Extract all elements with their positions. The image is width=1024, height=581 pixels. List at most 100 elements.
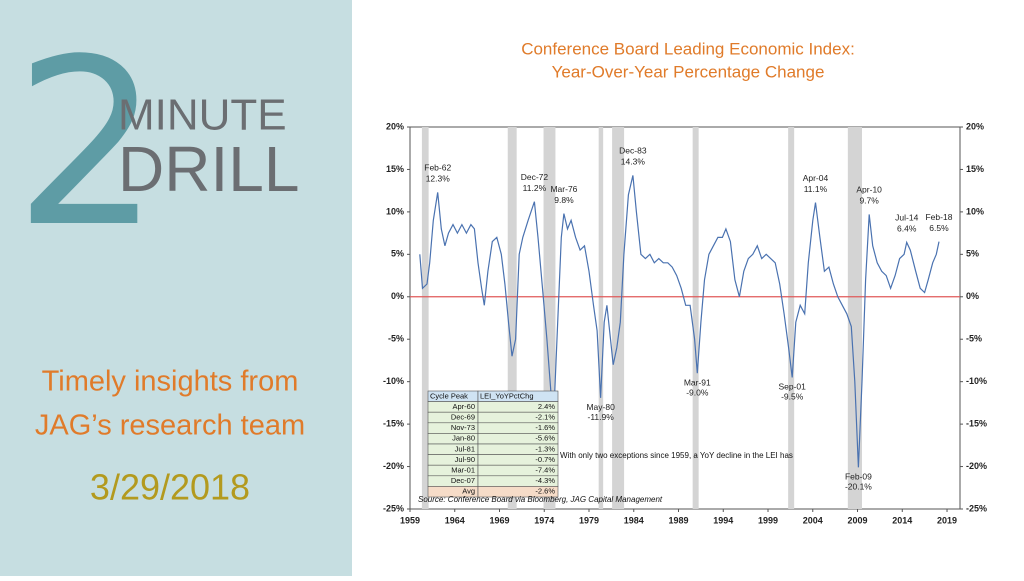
- chart-note: With only two exceptions since 1959, a Y…: [560, 451, 793, 460]
- annotation-label: Feb-18: [925, 212, 952, 222]
- x-tick-label: 1989: [668, 515, 688, 525]
- table-cell-text: 2.4%: [538, 402, 555, 411]
- x-tick-label: 1999: [758, 515, 778, 525]
- chart-source: Source: Conference Board via Bloomberg, …: [418, 495, 663, 504]
- y2-tick-label: -20%: [966, 461, 987, 471]
- annotation-value: 12.3%: [426, 174, 451, 184]
- x-tick-label: 2019: [937, 515, 957, 525]
- annotation-value: 6.5%: [929, 223, 949, 233]
- annotation-label: Dec-83: [619, 146, 647, 156]
- y-tick-label: 0%: [391, 291, 404, 301]
- y-tick-label: 15%: [386, 164, 404, 174]
- annotation-label: Apr-04: [803, 173, 829, 183]
- chart-title: Year-Over-Year Percentage Change: [552, 62, 825, 81]
- recession-band: [788, 127, 795, 509]
- x-tick-label: 1979: [579, 515, 599, 525]
- left-panel: [0, 0, 352, 576]
- y2-tick-label: -5%: [966, 334, 982, 344]
- annotation-value: -20.1%: [845, 482, 872, 492]
- table-cell-text: -0.7%: [535, 455, 555, 464]
- table-cell-text: Avg: [462, 487, 475, 496]
- y2-tick-label: 5%: [966, 249, 979, 259]
- table-header: Cycle Peak: [430, 391, 468, 400]
- table-cell-text: Dec-07: [451, 476, 475, 485]
- table-cell-text: Jul-90: [455, 455, 475, 464]
- table-cell-text: Jul-81: [455, 444, 475, 453]
- annotation-label: Dec-72: [521, 172, 549, 182]
- table-cell-text: -2.1%: [535, 412, 555, 421]
- y2-tick-label: 0%: [966, 291, 979, 301]
- y2-tick-label: -10%: [966, 376, 987, 386]
- x-tick-label: 1969: [489, 515, 509, 525]
- y-tick-label: -5%: [388, 334, 404, 344]
- table-cell-text: -2.6%: [535, 487, 555, 496]
- annotation-label: Mar-91: [684, 377, 711, 387]
- y-tick-label: 5%: [391, 249, 404, 259]
- y-tick-label: -10%: [383, 376, 404, 386]
- annotation-value: 11.2%: [523, 183, 547, 193]
- table-cell-text: -7.4%: [535, 465, 555, 474]
- y-tick-label: 20%: [386, 121, 404, 131]
- annotation-label: Feb-62: [424, 163, 451, 173]
- word-minute: MINUTE: [118, 91, 287, 140]
- word-drill: DRILL: [118, 133, 299, 205]
- annotation-value: 14.3%: [621, 157, 646, 167]
- table-cell-text: -5.6%: [535, 434, 555, 443]
- annotation-value: -11.9%: [587, 412, 614, 422]
- tagline: JAG’s research team: [35, 410, 305, 442]
- annotation-value: 9.8%: [554, 195, 574, 205]
- table-cell-text: -4.3%: [535, 476, 555, 485]
- x-tick-label: 1964: [445, 515, 465, 525]
- annotation-label: Feb-09: [845, 472, 872, 482]
- table-cell-text: Jan-80: [452, 434, 475, 443]
- x-tick-label: 1994: [713, 515, 733, 525]
- chart: 20% 15% 10% 5% 0% -5% -10% -15% -20% -25% 20% 15% 10…: [383, 121, 987, 525]
- table-cell-text: Nov-73: [451, 423, 475, 432]
- recession-band: [421, 127, 429, 509]
- recession-band: [612, 127, 625, 509]
- x-tick-label: 2004: [803, 515, 823, 525]
- table-cell: [477, 486, 559, 498]
- y-tick-label: -20%: [383, 461, 404, 471]
- date: 3/29/2018: [90, 467, 250, 508]
- table-cell-text: Apr-60: [452, 402, 475, 411]
- x-tick-label: 1974: [534, 515, 554, 525]
- y2-tick-label: 20%: [966, 121, 984, 131]
- table-cell-text: Mar-01: [451, 465, 475, 474]
- annotation-label: Apr-10: [856, 185, 882, 195]
- y2-tick-label: 10%: [966, 206, 984, 216]
- chart-title: Conference Board Leading Economic Index:: [521, 39, 855, 58]
- annotation-label: Sep-01: [778, 382, 806, 392]
- x-tick-label: 2014: [892, 515, 912, 525]
- x-tick-label: 1984: [624, 515, 644, 525]
- table-header: LEI_YoYPctChg: [480, 391, 534, 400]
- annotation-label: Mar-76: [550, 184, 577, 194]
- recession-band: [598, 127, 604, 509]
- annotation-value: -9.0%: [686, 387, 709, 397]
- recession-band: [507, 127, 517, 509]
- y-tick-label: 10%: [386, 206, 404, 216]
- x-tick-label: 2009: [848, 515, 868, 525]
- y-tick-label: -25%: [383, 503, 404, 513]
- big-number: 2: [14, 11, 160, 278]
- annotation-value: -9.5%: [781, 392, 804, 402]
- y2-tick-label: -15%: [966, 418, 987, 428]
- annotation-value: 11.1%: [804, 184, 828, 194]
- annotation-label: Jul-14: [895, 213, 918, 223]
- recession-band: [692, 127, 699, 509]
- x-tick-label: 1959: [400, 515, 420, 525]
- recession-band: [543, 127, 556, 509]
- table-cell-text: -1.6%: [535, 423, 555, 432]
- table-cell-text: Dec-69: [451, 412, 475, 421]
- recession-band: [847, 127, 862, 509]
- y2-tick-label: 15%: [966, 164, 984, 174]
- annotation-label: May-80: [586, 402, 615, 412]
- table-cell-text: -1.3%: [535, 444, 555, 453]
- annotation-value: 9.7%: [859, 196, 879, 206]
- tagline: Timely insights from: [42, 366, 299, 398]
- annotation-value: 6.4%: [897, 224, 917, 234]
- y2-tick-label: -25%: [966, 503, 987, 513]
- y-tick-label: -15%: [383, 418, 404, 428]
